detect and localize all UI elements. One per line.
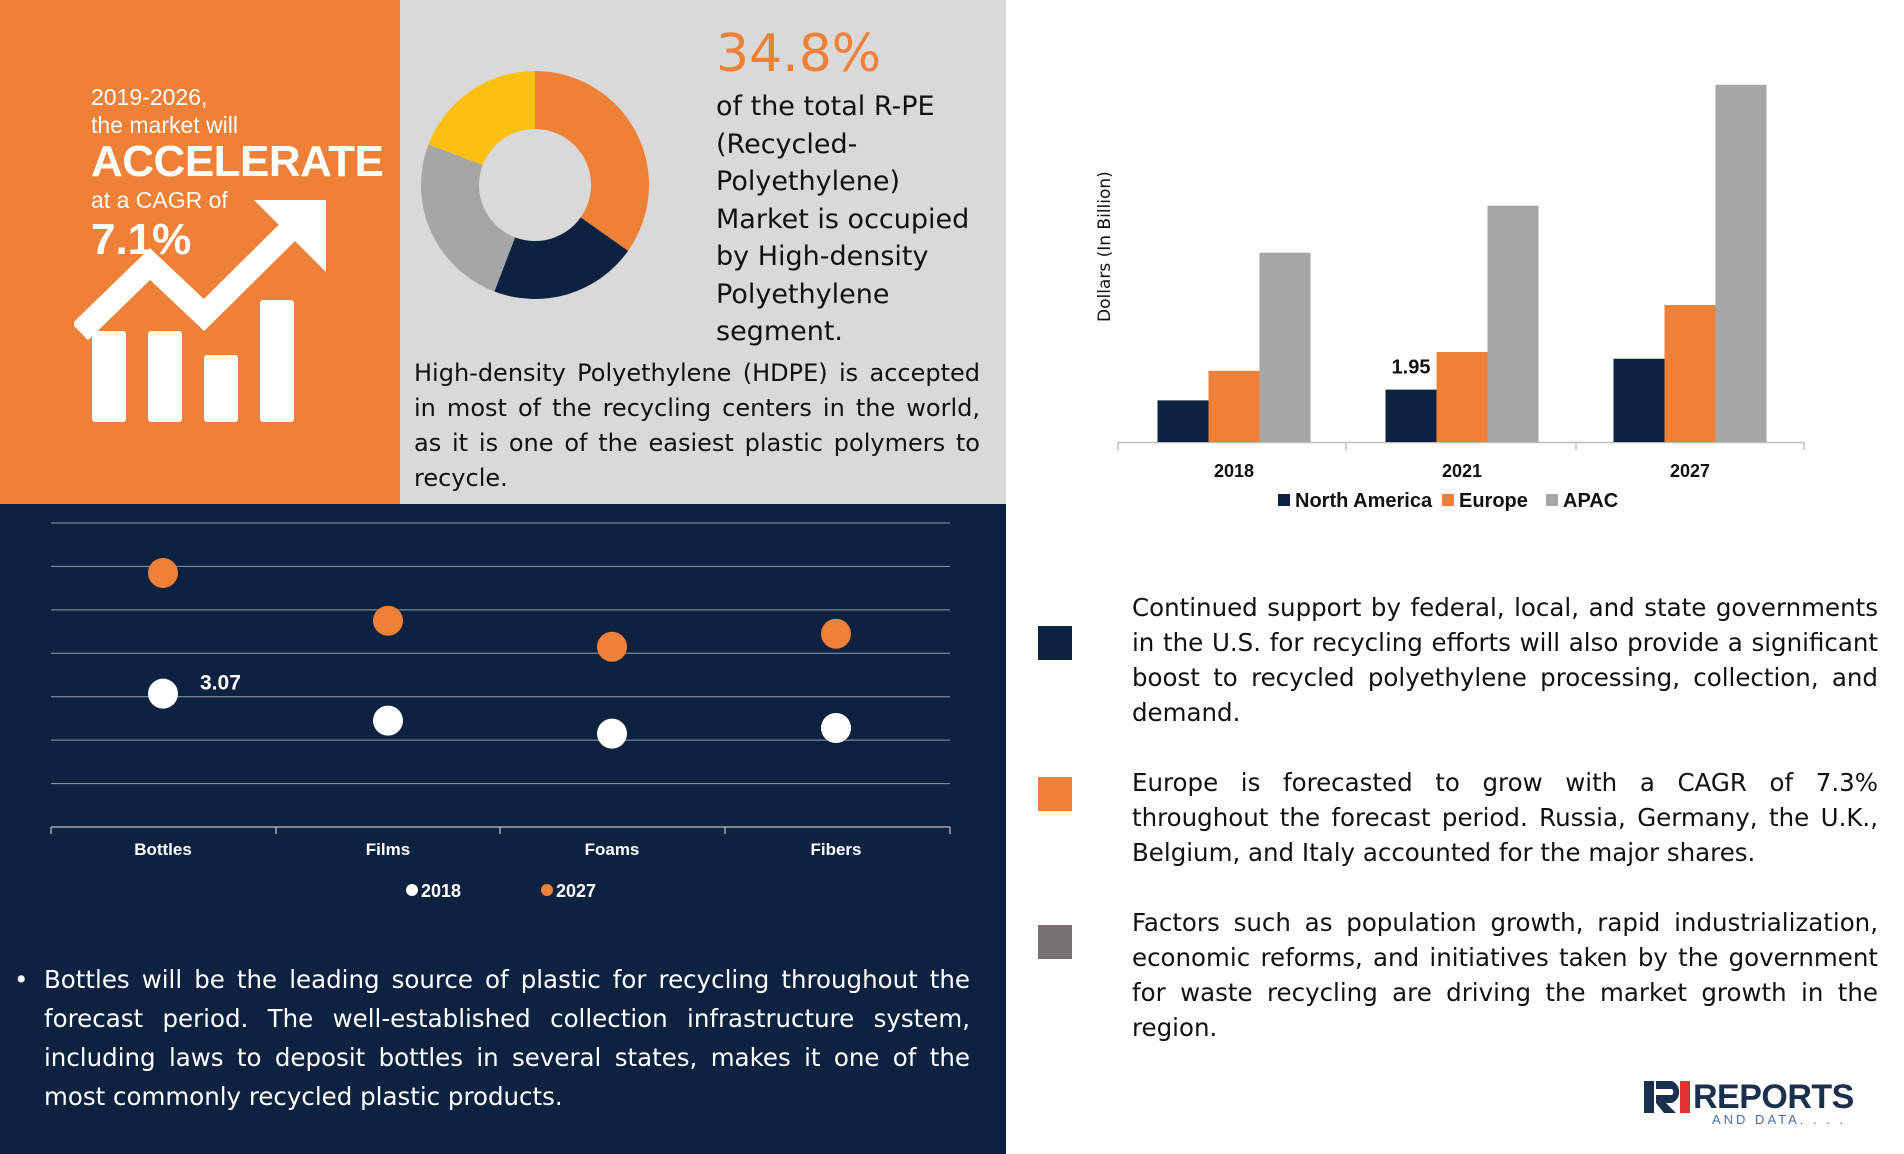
us-government-note-text: Continued support by federal, local, and… bbox=[1132, 593, 1878, 727]
logo-mark-icon bbox=[1644, 1081, 1690, 1113]
legend-label-apac: APAC bbox=[1563, 490, 1618, 512]
dot-2018-bottles bbox=[148, 678, 178, 709]
hdpe-share-description: of the total R-PE (Recycled-Polyethylene… bbox=[716, 91, 970, 347]
legend-label-north-america: North America bbox=[1295, 490, 1433, 512]
x-tick-label-films: Films bbox=[366, 840, 410, 859]
dot-2027-foams bbox=[597, 631, 627, 662]
bar-europe-2027 bbox=[1664, 305, 1716, 442]
growth-verb: ACCELERATE bbox=[91, 137, 384, 186]
bar-apac-2021 bbox=[1487, 205, 1539, 442]
legend-swatch-apac bbox=[1546, 494, 1558, 506]
apac-note-text: Factors such as population growth, rapid… bbox=[1132, 908, 1878, 1042]
north-america-swatch bbox=[1038, 626, 1072, 660]
us-government-note: Continued support by federal, local, and… bbox=[1038, 590, 1878, 730]
y-axis-label: Dollars (In Billion) bbox=[1095, 171, 1115, 322]
legend-marker-2018 bbox=[406, 884, 418, 896]
logo-wordmark: REPORTS bbox=[1693, 1078, 1854, 1116]
legend-swatch-europe bbox=[1442, 494, 1454, 506]
europe-note: Europe is forecasted to grow with a CAGR… bbox=[1038, 765, 1878, 875]
x-tick-label-2027: 2027 bbox=[1670, 461, 1710, 481]
dot-2027-bottles bbox=[148, 557, 178, 588]
apac-swatch bbox=[1038, 925, 1072, 959]
legend-label-europe: Europe bbox=[1459, 490, 1528, 512]
market-growth-panel bbox=[0, 0, 400, 504]
legend-label-2027: 2027 bbox=[556, 881, 596, 901]
bottles-note: • Bottles will be the leading source of … bbox=[14, 960, 970, 1116]
data-label-2018-bottles: 3.07 bbox=[200, 672, 241, 695]
bar-europe-2018 bbox=[1208, 370, 1260, 442]
dot-2018-films bbox=[373, 705, 403, 736]
product-segment-panel bbox=[0, 504, 1006, 1154]
legend-swatch-north-america bbox=[1278, 494, 1290, 506]
x-tick-label-foams: Foams bbox=[585, 840, 640, 859]
x-tick-label-fibers: Fibers bbox=[810, 840, 861, 859]
bar-north-america-2021 bbox=[1385, 389, 1437, 442]
europe-swatch bbox=[1038, 777, 1072, 811]
hdpe-share-percent: 34.8% bbox=[716, 24, 882, 84]
donut-slice-3 bbox=[421, 144, 516, 292]
forecast-period: 2019-2026, bbox=[91, 84, 208, 110]
hdpe-recycling-note: High-density Polyethylene (HDPE) is acce… bbox=[414, 359, 980, 492]
product-dot-chart: Bottles Films Foams Fibers 3.07 2018 2027 bbox=[50, 522, 951, 901]
dot-2027-fibers bbox=[821, 618, 851, 649]
bullet-marker: • bbox=[14, 965, 29, 994]
dot-2027-films bbox=[373, 605, 403, 636]
x-tick-label-2021: 2021 bbox=[1442, 461, 1482, 481]
cagr-label: at a CAGR of bbox=[91, 187, 228, 213]
dot-2018-fibers bbox=[821, 712, 851, 743]
growth-chart-icon bbox=[74, 200, 326, 422]
europe-note-text: Europe is forecasted to grow with a CAGR… bbox=[1132, 768, 1878, 867]
x-tick-label-2018: 2018 bbox=[1214, 461, 1254, 481]
legend-label-2018: 2018 bbox=[421, 881, 461, 901]
hdpe-share-donut-chart bbox=[421, 71, 649, 299]
bar-north-america-2027 bbox=[1613, 358, 1665, 442]
growth-lead: the market will bbox=[91, 112, 238, 138]
donut-slice-1 bbox=[535, 71, 649, 251]
bar-north-america-2018 bbox=[1157, 400, 1209, 442]
donut-slice-4 bbox=[428, 71, 535, 166]
cagr-value: 7.1% bbox=[91, 215, 192, 264]
regional-bar-chart: Dollars (In Billion) 2018 2021 2027 1.95 Nort… bbox=[1095, 84, 1805, 512]
bottles-note-text: Bottles will be the leading source of pl… bbox=[44, 965, 970, 1111]
reports-and-data-logo[interactable]: REPORTS AND DATA. . . . bbox=[1644, 1078, 1884, 1128]
donut-slice-2 bbox=[494, 217, 629, 299]
legend-marker-2027 bbox=[541, 884, 553, 896]
bar-europe-2021 bbox=[1436, 352, 1488, 442]
apac-note: Factors such as population growth, rapid… bbox=[1038, 905, 1878, 1042]
dot-2018-foams bbox=[597, 718, 627, 749]
data-label-north-america-2021: 1.95 bbox=[1392, 357, 1431, 379]
x-tick-label-bottles: Bottles bbox=[134, 840, 192, 859]
logo-tagline: AND DATA. . . . bbox=[1712, 1112, 1847, 1127]
bar-apac-2018 bbox=[1259, 252, 1311, 442]
bar-apac-2027 bbox=[1715, 84, 1767, 443]
